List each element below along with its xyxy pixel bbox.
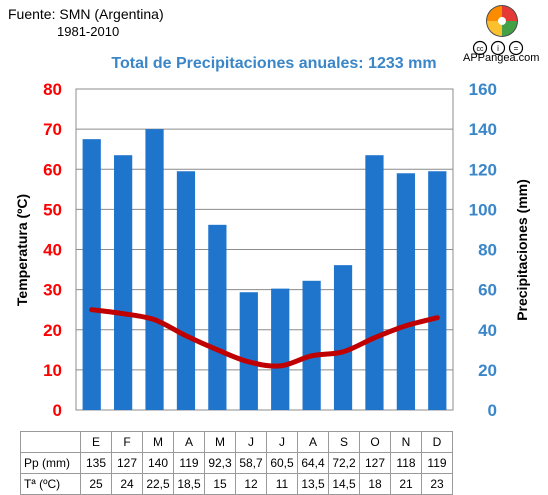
temperature-row: Tª (ºC) 25 24 22,5 18,5 15 12 11 13,5 14,5 18 21 23 xyxy=(20,473,453,495)
temperature-value: 23 xyxy=(421,473,453,495)
y-right-tick-label: 120 xyxy=(469,160,497,179)
temperature-value: 18,5 xyxy=(173,473,205,495)
month-label: D xyxy=(421,431,453,453)
y-left-tick-label: 70 xyxy=(43,120,62,139)
y-right-tick-label: 100 xyxy=(469,200,497,219)
y-left-tick-label: 80 xyxy=(43,80,62,99)
temperature-value: 11 xyxy=(266,473,298,495)
y-right-tick-label: 0 xyxy=(488,401,497,420)
y-right-tick-label: 20 xyxy=(478,361,497,380)
y-right-tick-label: 160 xyxy=(469,80,497,99)
temperature-value: 25 xyxy=(80,473,112,495)
y-left-tick-label: 50 xyxy=(43,200,62,219)
precipitation-value: 119 xyxy=(421,452,453,474)
precipitation-bar xyxy=(271,288,290,410)
precipitation-row: Pp (mm) 135 127 140 119 92,3 58,7 60,5 64,4 72,2 1… xyxy=(20,452,453,474)
temperature-value: 14,5 xyxy=(328,473,360,495)
y-left-tick-label: 0 xyxy=(53,401,62,420)
appangea-logo-icon xyxy=(486,5,518,37)
month-label: M xyxy=(204,431,236,453)
precipitation-bar xyxy=(239,292,258,410)
temperature-value: 18 xyxy=(359,473,391,495)
no-derivatives-icon: = xyxy=(508,40,524,56)
precipitation-value: 119 xyxy=(173,452,205,474)
temperature-value: 21 xyxy=(390,473,422,495)
source-text: Fuente: SMN (Argentina) xyxy=(8,6,164,22)
svg-text:cc: cc xyxy=(477,46,485,53)
month-label: E xyxy=(80,431,112,453)
precipitation-value: 127 xyxy=(111,452,143,474)
precipitation-bar xyxy=(428,171,447,410)
month-label: N xyxy=(390,431,422,453)
precipitation-value: 92,3 xyxy=(204,452,236,474)
y-right-tick-label: 40 xyxy=(478,321,497,340)
y-left-tick-label: 20 xyxy=(43,321,62,340)
precipitation-value: 58,7 xyxy=(235,452,267,474)
precipitation-value: 135 xyxy=(80,452,112,474)
temperature-value: 12 xyxy=(235,473,267,495)
precipitation-bar xyxy=(302,280,321,410)
precipitation-bar xyxy=(208,224,227,410)
month-label: J xyxy=(235,431,267,453)
month-label: F xyxy=(111,431,143,453)
y-left-tick-label: 30 xyxy=(43,281,62,300)
precipitation-value: 64,4 xyxy=(297,452,329,474)
y-left-tick-label: 60 xyxy=(43,160,62,179)
period-text: 1981-2010 xyxy=(57,24,120,39)
y-right-tick-label: 80 xyxy=(478,241,497,260)
temperature-value: 13,5 xyxy=(297,473,329,495)
brand-text: APPangea.com xyxy=(463,52,540,64)
month-row-header xyxy=(20,431,81,453)
precipitation-bar xyxy=(176,171,196,410)
chart-title: Total de Precipitaciones anuales: 1233 m… xyxy=(111,55,437,72)
chart-plot: 0 10 20 30 40 50 60 70 80 0 20 40 60 80 100 120 140 160 xyxy=(43,80,497,420)
y-left-tick-label: 10 xyxy=(43,361,62,380)
temperature-row-header: Tª (ºC) xyxy=(20,473,81,495)
data-table: E F M A M J J A S O N D Pp (mm) 135 127 140 119 92,3 58,7 6… xyxy=(20,431,453,495)
month-label: A xyxy=(297,431,329,453)
month-label: J xyxy=(266,431,298,453)
temperature-value: 15 xyxy=(204,473,236,495)
precipitation-value: 72,2 xyxy=(328,452,360,474)
precipitation-bar xyxy=(365,155,384,410)
precipitation-value: 127 xyxy=(359,452,391,474)
precipitation-bar xyxy=(82,139,101,410)
license-icons: cc i = xyxy=(472,40,524,56)
month-label: A xyxy=(173,431,205,453)
svg-text:=: = xyxy=(514,44,519,53)
month-label: M xyxy=(142,431,174,453)
precipitation-value: 140 xyxy=(142,452,174,474)
month-label: S xyxy=(328,431,360,453)
creative-commons-icon: cc xyxy=(472,40,488,56)
precipitation-row-header: Pp (mm) xyxy=(20,452,81,474)
temperature-value: 22,5 xyxy=(142,473,174,495)
y-right-tick-label: 140 xyxy=(469,120,497,139)
temperature-value: 24 xyxy=(111,473,143,495)
attribution-icon: i xyxy=(490,40,506,56)
y-right-tick-label: 60 xyxy=(478,281,497,300)
precipitation-bar xyxy=(114,155,133,410)
temperature-line xyxy=(89,307,440,369)
precipitation-bar xyxy=(396,173,415,410)
precipitation-bar xyxy=(145,129,164,410)
month-label: O xyxy=(359,431,391,453)
precipitation-value: 60,5 xyxy=(266,452,298,474)
precipitation-value: 118 xyxy=(390,452,422,474)
precipitation-bar xyxy=(333,265,353,410)
svg-text:i: i xyxy=(497,44,499,53)
y-left-tick-label: 40 xyxy=(43,241,62,260)
